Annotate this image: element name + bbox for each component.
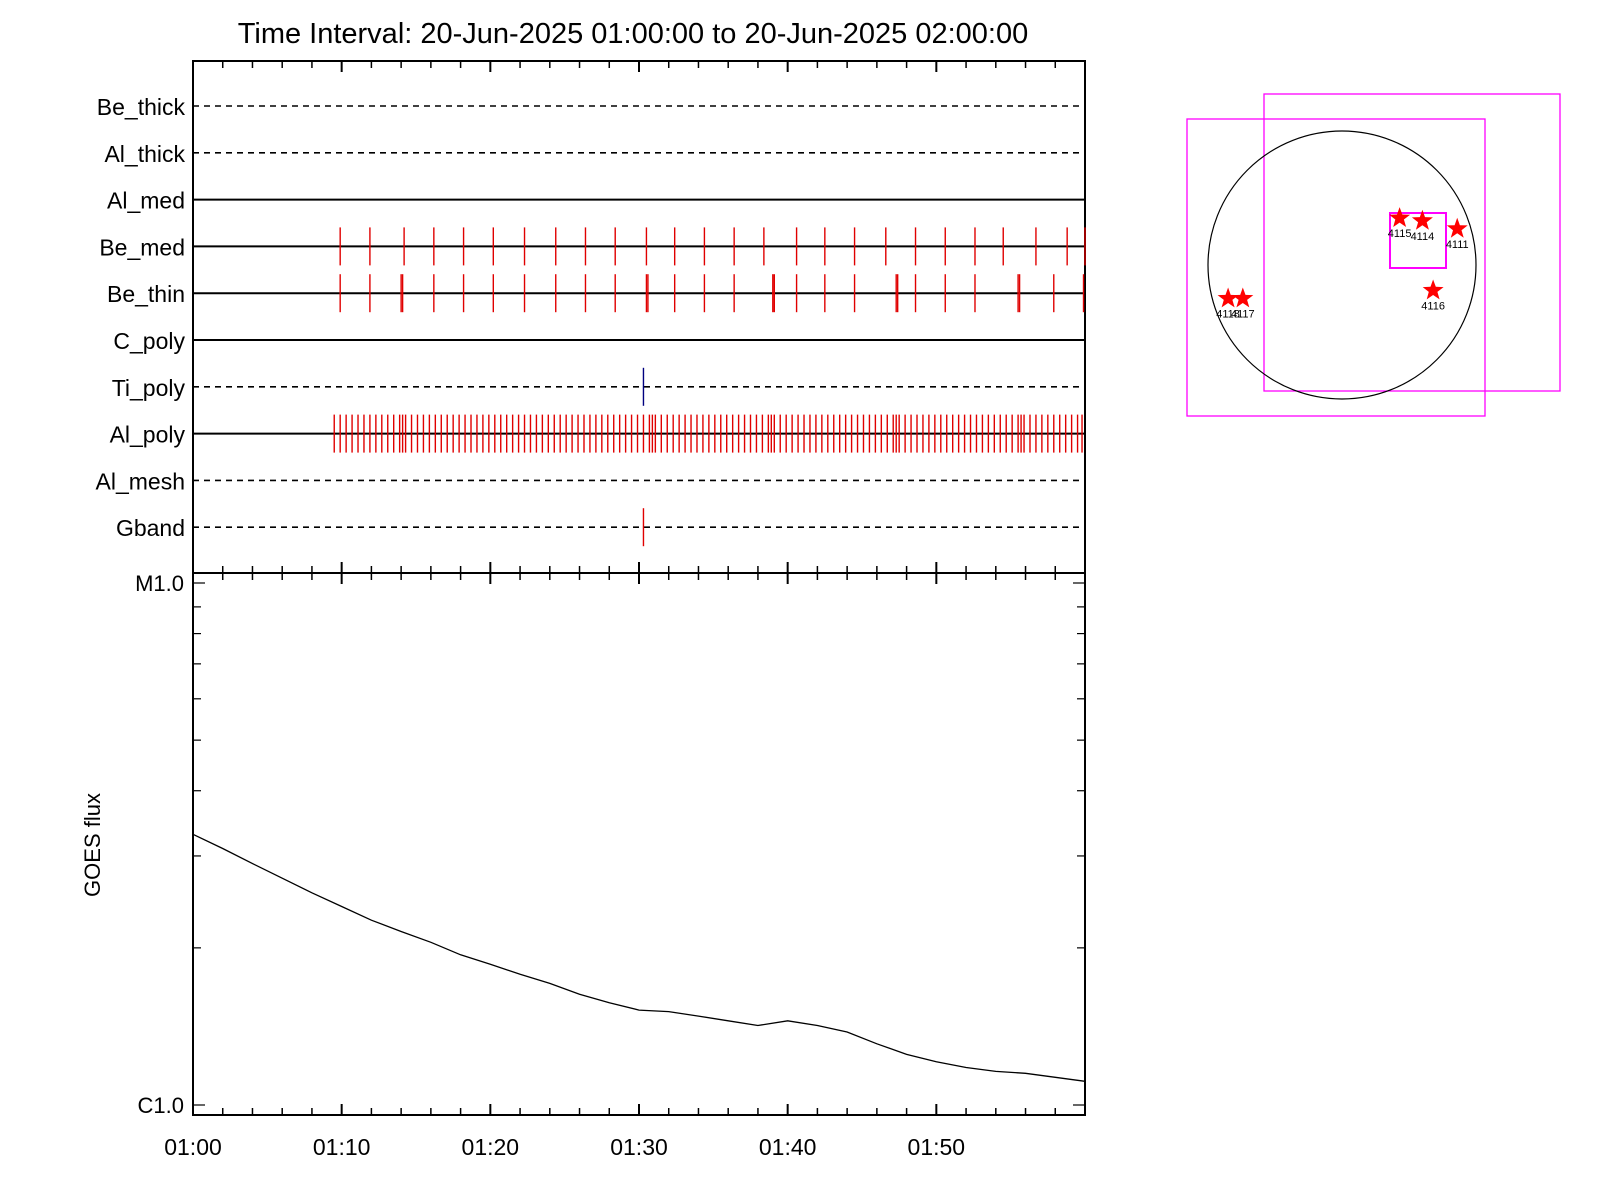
x-tick-label: 01:00 [164, 1134, 222, 1160]
active-region-star [1217, 287, 1239, 308]
active-region-star [1232, 287, 1254, 308]
active-region-star [1411, 209, 1433, 230]
channel-label-gband: Gband [116, 515, 185, 541]
active-region-label: 4116 [1421, 300, 1445, 312]
fov-box-large [1263, 93, 1561, 392]
channel-label-be-thin: Be_thin [107, 281, 185, 307]
y-axis-label: GOES flux [80, 793, 105, 897]
channel-label-be-thick: Be_thick [97, 94, 186, 120]
channel-label-al-poly: Al_poly [110, 422, 186, 448]
active-region-star [1422, 279, 1444, 300]
chart-title: Time Interval: 20-Jun-2025 01:00:00 to 2… [238, 18, 1029, 50]
channel-label-al-med: Al_med [107, 188, 185, 214]
fov-box-small [1389, 212, 1447, 269]
active-region-label: 4117 [1231, 309, 1255, 321]
channel-label-al-thick: Al_thick [104, 141, 185, 167]
active-region-label: 4111 [1446, 239, 1469, 251]
fov-box-full [1186, 118, 1486, 417]
timeline-panel: Be_thick Al_thick Al_med Be_med Be_thin C_pol… [96, 60, 1086, 574]
y-tick-label: M1.0 [135, 571, 184, 596]
active-region-label: 4118 [1216, 309, 1240, 321]
goes-flux-panel: 01:00 01:10 01:20 01:30 01:40 01:50 M1.0 C1.0 GO… [80, 571, 1086, 1160]
y-tick-label: C1.0 [138, 1093, 184, 1118]
active-region-label: 4114 [1411, 231, 1435, 243]
active-region-star [1389, 207, 1411, 227]
goes-frame [192, 572, 1086, 1116]
active-region-label: 4115 [1388, 228, 1412, 240]
goes-flux-line [192, 833, 1086, 1082]
active-region-star [1446, 217, 1468, 238]
channel-label-c-poly: C_poly [113, 328, 185, 354]
channel-label-ti-poly: Ti_poly [112, 375, 186, 401]
x-tick-label: 01:40 [759, 1134, 817, 1160]
channel-label-be-med: Be_med [99, 234, 185, 260]
x-tick-label: 01:50 [908, 1134, 966, 1160]
channel-label-al-mesh: Al_mesh [96, 468, 185, 494]
x-tick-label: 01:30 [610, 1134, 668, 1160]
timeline-frame [192, 60, 1086, 574]
solar-disk [1207, 130, 1477, 400]
x-tick-label: 01:20 [462, 1134, 520, 1160]
x-tick-label: 01:10 [313, 1134, 371, 1160]
